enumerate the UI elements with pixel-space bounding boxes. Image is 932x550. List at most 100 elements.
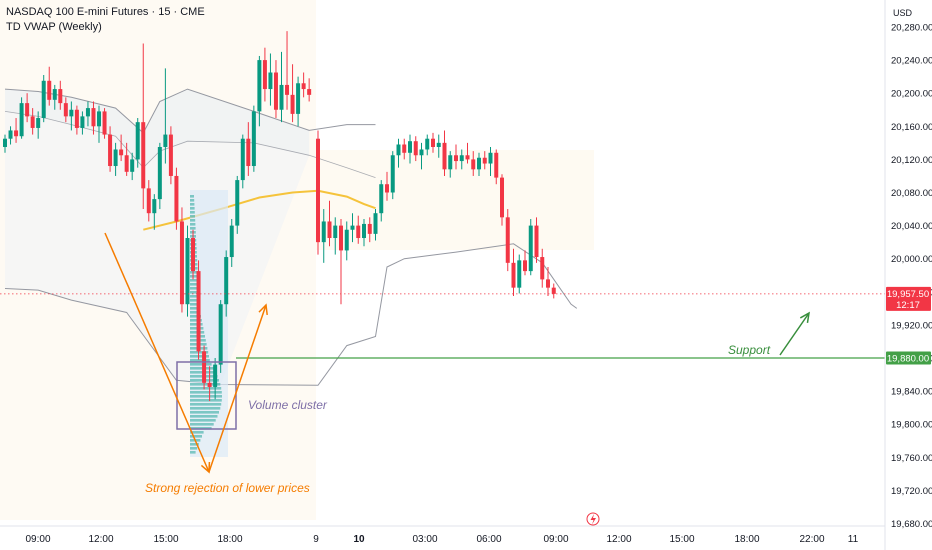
candle-up [344, 221, 349, 261]
candle-body [3, 138, 7, 147]
candle-body [511, 262, 516, 288]
candle-up [436, 134, 441, 158]
candle-body [119, 149, 124, 156]
profile-bar [190, 451, 196, 454]
candle-up [390, 151, 395, 200]
candle-up [41, 74, 46, 123]
candle-up [257, 55, 262, 127]
candle-body [97, 111, 102, 127]
candle-body [80, 116, 85, 128]
candle-up [425, 134, 430, 156]
candle-body [373, 213, 378, 234]
y-tick-label: 20,120.00 [891, 155, 932, 166]
candle-up [528, 218, 533, 276]
candle-up [350, 213, 355, 243]
candle-body [25, 103, 30, 117]
vwap-bands [4, 88, 578, 386]
x-tick-label: 06:00 [476, 534, 501, 545]
profile-bar [190, 295, 199, 298]
candle-body [454, 155, 458, 162]
candle-up [185, 225, 190, 317]
price-tag-text: 19,880.00 [887, 354, 929, 365]
candle-up [85, 101, 90, 127]
profile-bar [190, 211, 195, 214]
profile-bar [190, 227, 196, 230]
volume-cluster-label: Volume cluster [248, 398, 328, 412]
candle-up [152, 194, 157, 230]
candle-body [85, 108, 90, 117]
candle-up [477, 152, 481, 176]
x-tick-label: 10 [353, 534, 365, 545]
candle-body [419, 149, 424, 156]
lightning-icon [590, 514, 596, 525]
profile-bar [190, 419, 216, 422]
profile-bar [190, 387, 222, 390]
candle-body [108, 134, 113, 167]
candle-up [362, 218, 366, 247]
candle-body [551, 287, 556, 294]
currency-label[interactable]: USD [893, 8, 913, 18]
y-tick-label: 19,680.00 [891, 519, 932, 530]
candle-body [546, 279, 550, 288]
profile-bar [190, 447, 198, 450]
candle-up [408, 134, 412, 164]
candle-down [191, 229, 196, 280]
profile-bar [190, 323, 203, 326]
candle-body [179, 221, 184, 305]
support-arrow [779, 311, 810, 356]
candle-up [268, 53, 273, 106]
candle-down [102, 108, 107, 139]
candle-up [163, 68, 168, 164]
profile-bar [190, 291, 199, 294]
candle-up [373, 209, 378, 241]
x-tick-label: 03:00 [412, 534, 437, 545]
profile-bar [190, 215, 195, 218]
candle-down [179, 207, 184, 313]
candle-body [8, 130, 13, 139]
candle-down [385, 171, 389, 201]
candle-up [321, 209, 326, 263]
candle-down [307, 78, 312, 102]
indicator-label[interactable]: TD VWAP (Weekly) [6, 21, 102, 33]
candle-down [494, 149, 499, 185]
candle-body [385, 184, 389, 193]
candle-body [102, 111, 107, 135]
candle-body [268, 72, 273, 90]
candle-down [471, 151, 476, 176]
candle-up [279, 51, 284, 123]
profile-bar [190, 319, 202, 322]
candle-up [8, 126, 13, 145]
arrow-shaft [779, 312, 810, 356]
profile-bar [190, 195, 194, 198]
x-tick-label: 18:00 [734, 534, 759, 545]
candle-down [316, 130, 320, 255]
candle-down [339, 218, 343, 305]
profile-bar [190, 403, 222, 406]
candle-body [431, 138, 435, 147]
profile-bar [190, 223, 196, 226]
x-tick-label: 15:00 [153, 534, 178, 545]
candle-down [413, 136, 418, 162]
y-tick-label: 20,040.00 [891, 221, 932, 232]
candle-body [91, 108, 96, 127]
candle-body [14, 130, 19, 137]
candle-down [91, 101, 96, 135]
candle-down [546, 266, 550, 296]
candle-up [97, 105, 102, 143]
candle-body [235, 180, 240, 226]
candle-down [534, 217, 539, 263]
candle-down [47, 66, 52, 106]
candle-down [301, 72, 306, 98]
profile-bar [190, 207, 195, 210]
candle-down [367, 217, 372, 243]
candle-down [246, 122, 251, 176]
candle-down [273, 60, 278, 119]
candle-up [80, 111, 85, 135]
candle-up [36, 111, 41, 139]
candle-down [108, 126, 113, 172]
y-tick-label: 19,760.00 [891, 453, 932, 464]
profile-bar [190, 299, 200, 302]
candle-up [130, 152, 135, 181]
